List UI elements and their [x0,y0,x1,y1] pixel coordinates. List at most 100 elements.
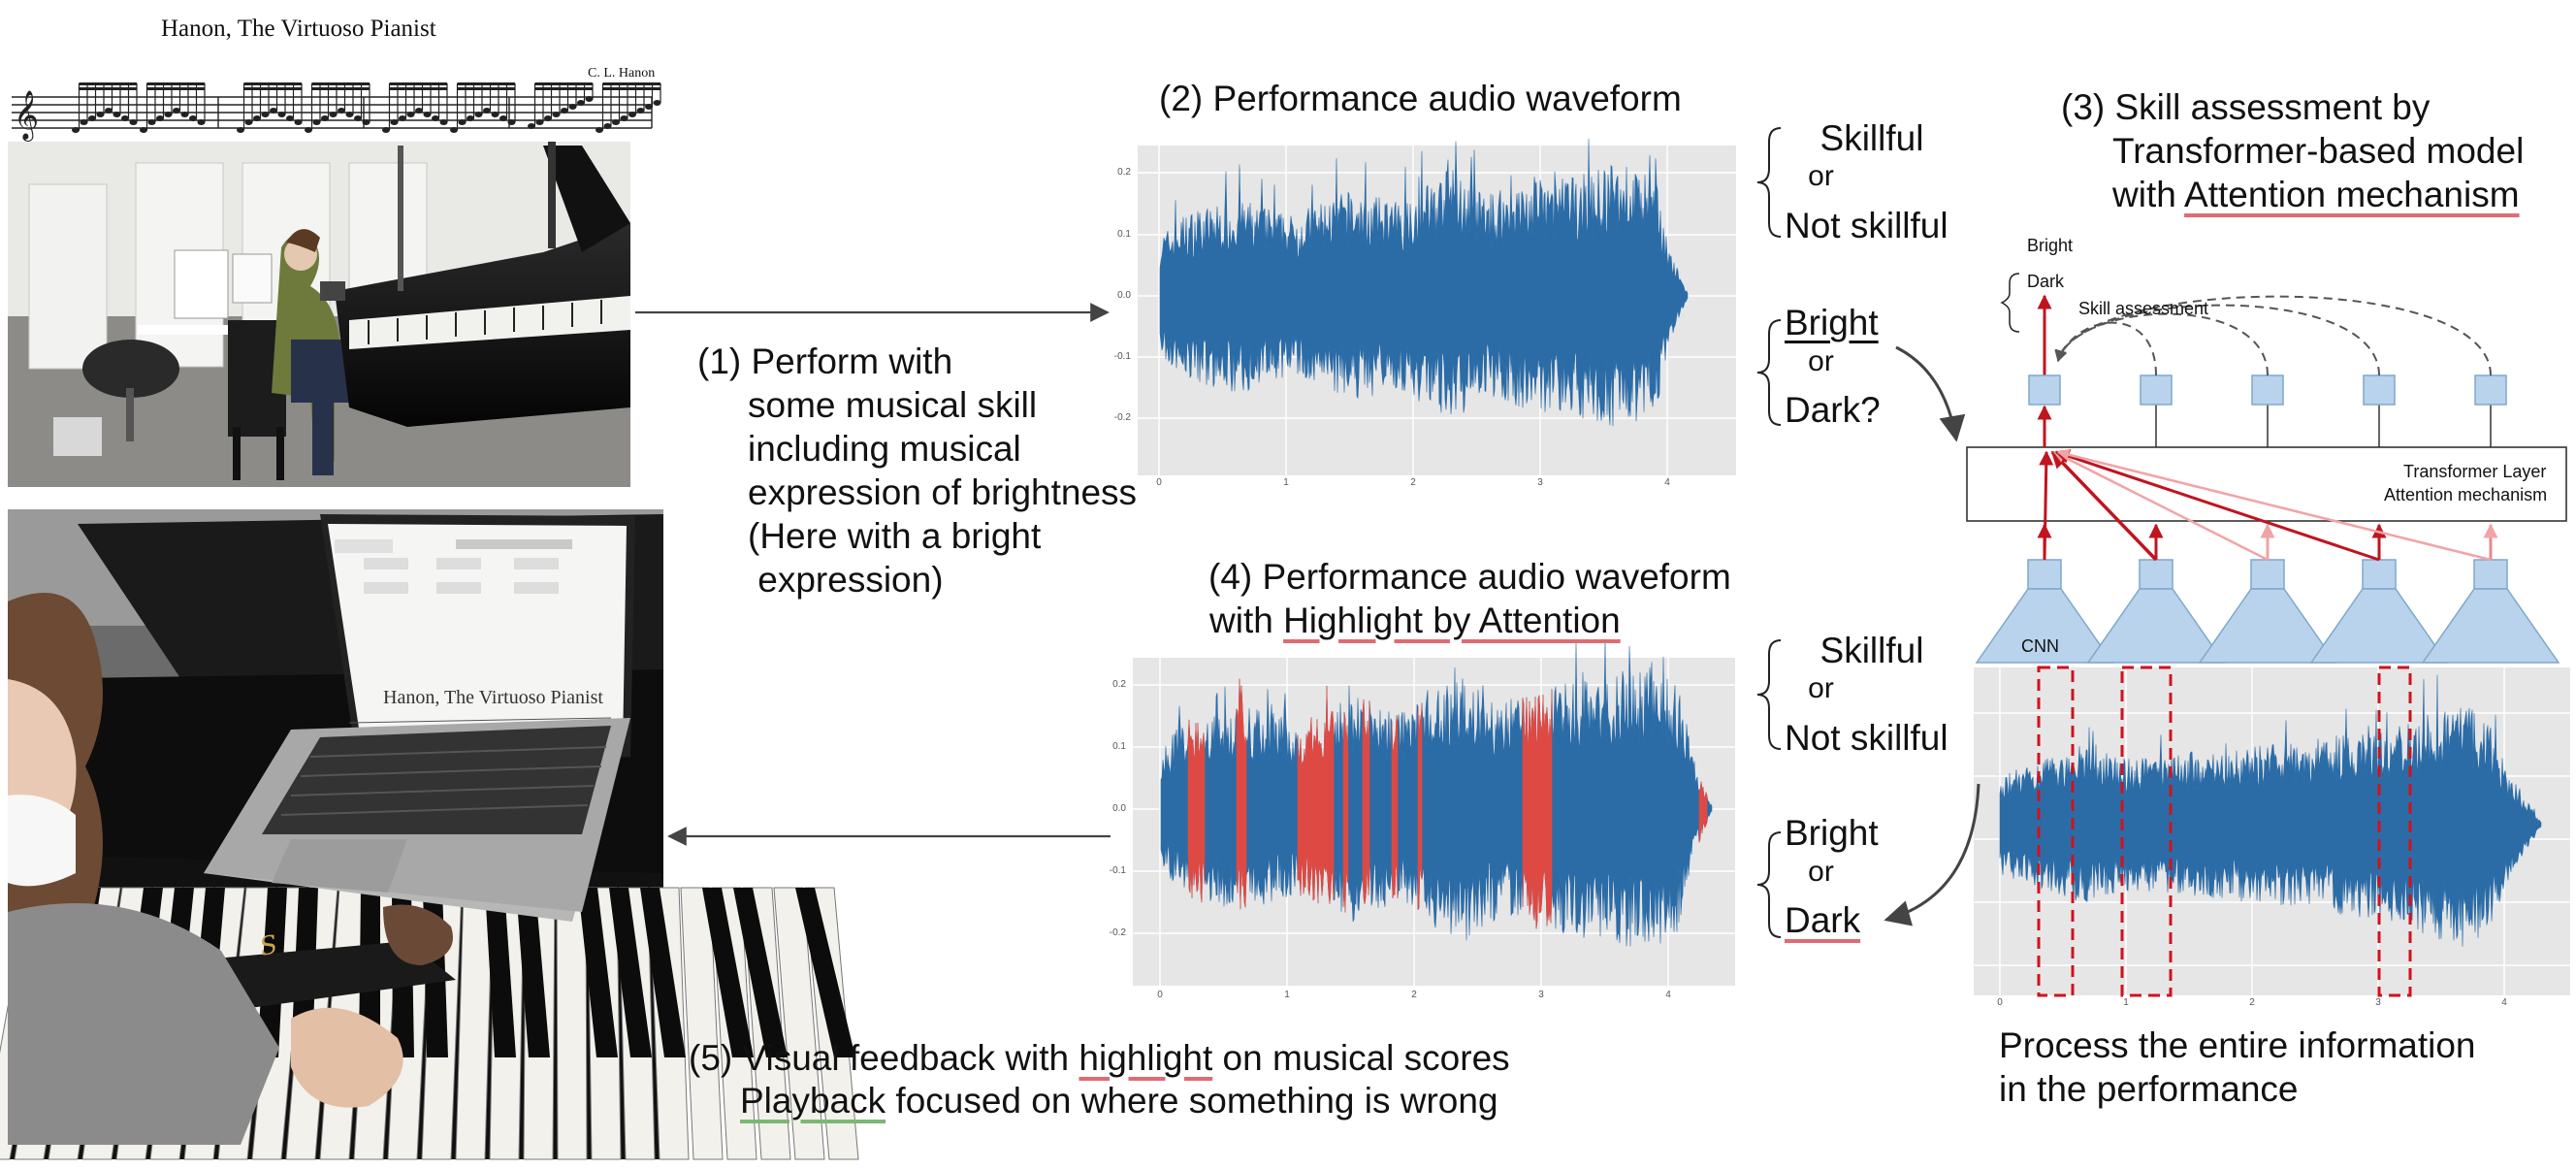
note-head [140,127,147,133]
label-dark-bottom: Dark [1785,900,1861,940]
note-head [345,112,354,117]
note-head [312,119,321,125]
attention-mechanism-label: Attention mechanism [2384,485,2548,504]
score-title: Hanon, The Virtuoso Pianist [161,16,436,42]
note-head [499,115,507,121]
tick-label: 1 [2123,997,2129,1008]
tick-label: 3 [1538,990,1544,1000]
label-or-bottom-2: or [1808,856,1834,888]
note-head [261,112,270,117]
tick-label: 0.2 [1117,167,1131,178]
tick-label: 3 [2375,997,2381,1008]
transformer-output-token [2474,374,2507,406]
note-head [628,112,636,117]
transformer-output-token [2251,374,2284,406]
note-head [156,115,164,121]
photo-pianist-studio [8,142,630,487]
tick-label: 0.1 [1117,229,1131,240]
music-score-strip: 𝄞 [12,82,661,142]
process-line1: Process the entire information [1999,1025,2476,1065]
label-not-skillful-bottom: Not skillful [1785,718,1948,758]
piano-black-key [485,888,516,1057]
note-head [645,104,653,110]
cnn-feature-block [2473,559,2508,590]
tick-label: 0 [1997,997,2003,1008]
step4-title-line2: with Highlight by Attention [1209,599,1621,642]
laptop-screen-title: Hanon, The Virtuoso Pianist [383,687,603,708]
step5-line1: (5) Visual feedback with highlight on mu… [689,1036,1510,1080]
tick-label: 0 [1157,990,1163,1000]
step1-line: (1) Perform with [697,341,953,381]
note-head [237,127,244,133]
step1-line: some musical skill [748,385,1038,425]
cnn-label: CNN [2021,636,2059,656]
note-head [277,112,286,117]
step4-title-line1: (4) Performance audio waveform [1208,557,1731,597]
piano-white-key [680,887,724,1160]
tick-label: 4 [1665,990,1671,1000]
note-head [577,100,585,106]
note-head [197,119,206,125]
note-head [305,127,312,133]
note-head [244,119,253,125]
note-head [338,108,345,114]
note-head [603,123,612,129]
arrow-to-dark-label [1884,783,1980,926]
step5-line2-suffix: focused on where something is wrong [886,1081,1498,1121]
attention-window-3 [2377,666,2412,997]
note-head [270,108,277,114]
tick-label: 2 [1410,477,1416,488]
step5-line1-suffix: on musical scores [1212,1038,1510,1078]
attention-window-1 [2037,666,2075,997]
note-head [286,115,294,121]
step1-line: (Here with a bright [748,516,1042,556]
note-head [105,108,113,114]
note-head [653,100,661,106]
tick-label: 0.0 [1112,803,1126,814]
attention-window-2 [2120,666,2173,997]
note-head [253,115,261,121]
step5-line1-prefix: (5) Visual feedback with [689,1038,1079,1078]
note-head [561,108,568,114]
note-head [354,115,362,121]
tick-label: 2 [1411,990,1417,1000]
note-head [467,115,474,121]
flow-arrows [635,303,1980,926]
attention-arrow [2052,450,2269,562]
transformer-output-token [2363,374,2396,406]
cnn-feature-block [2027,559,2062,590]
attention-arrow [2054,449,2380,562]
step3-line3-prefix: with [2112,175,2185,214]
note-head [180,112,189,117]
skill-assessment-dashed-arrow [2055,312,2269,376]
note-head [535,119,544,125]
tick-label: 2 [2249,997,2255,1008]
transformer-output-token [2140,374,2173,406]
note-head [528,123,535,129]
tick-label: 3 [1537,477,1543,488]
note-head [491,112,499,117]
skill-assessment-dashed-arrow [2054,295,2492,376]
piano-black-key [702,888,754,1057]
cnn-feature-block [2362,559,2397,590]
tick-label: 0.1 [1112,741,1126,752]
piano-black-key [578,888,618,1057]
note-head [483,108,491,114]
note-head [96,112,105,117]
note-head [88,115,96,121]
note-head [121,115,129,121]
label-or-top-1: or [1808,160,1834,192]
step5-line2: Playback focused on where something is w… [740,1079,1498,1122]
step1-text: (1) Perform with some musical skill incl… [697,340,1137,601]
piano-black-key [640,888,686,1057]
step3-title-line3: with Attention mechanism [2112,173,2520,216]
step1-line: expression of brightness [748,472,1138,512]
note-head [544,115,552,121]
step4-line2-prefix: with [1209,601,1284,640]
note-head [439,119,448,125]
note-head [382,127,390,133]
cnn-trapezoid [2086,588,2226,664]
note-head [450,127,458,133]
cnn-trapezoid [2421,588,2560,664]
label-bright-top: Bright [1785,303,1879,342]
